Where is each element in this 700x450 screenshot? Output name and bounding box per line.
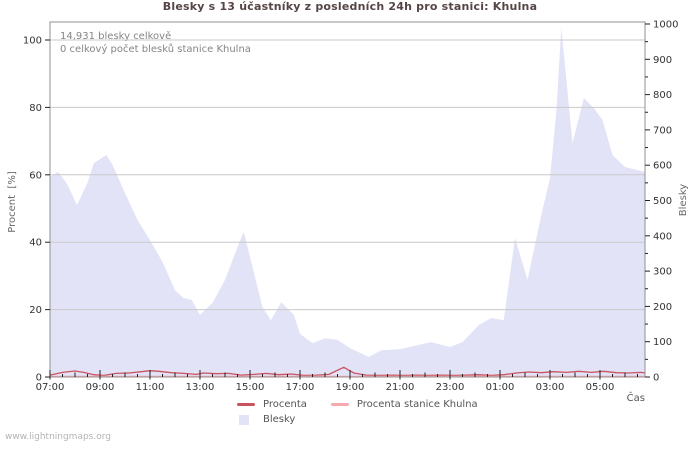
legend-label-procenta: Procenta	[263, 399, 307, 410]
legend-item-procenta: Procenta	[237, 399, 307, 410]
watermark: www.lightningmaps.org	[5, 432, 111, 442]
y-right-tick-label: 300	[653, 267, 672, 278]
y-right-tick-label: 700	[653, 125, 672, 136]
x-tick-label: 19:00	[336, 382, 365, 393]
x-tick-label: 15:00	[236, 382, 265, 393]
x-tick-label: 09:00	[86, 382, 115, 393]
y-right-tick-label: 400	[653, 231, 672, 242]
y-right-tick-label: 600	[653, 161, 672, 172]
x-axis-title: Čas	[626, 393, 645, 404]
y-right-tick-label: 800	[653, 90, 672, 101]
x-tick-label: 13:00	[186, 382, 215, 393]
y-left-tick-label: 80	[29, 103, 42, 114]
procenta-line-swatch-icon	[237, 403, 255, 406]
x-tick-label: 21:00	[386, 382, 415, 393]
y-left-tick-label: 20	[29, 305, 42, 316]
plot-border	[49, 21, 646, 378]
y-left-axis-title: Procent [%]	[7, 171, 18, 233]
legend-label-blesky: Blesky	[263, 414, 296, 425]
annotation-station-total: 0 celkový počet blesků stanice Khulna	[60, 44, 251, 55]
y-right-tick-label: 200	[653, 302, 672, 313]
y-left-tick-label: 100	[23, 36, 42, 47]
y-right-axis-title: Blesky	[678, 183, 689, 217]
y-right-tick-label: 100	[653, 337, 672, 348]
x-tick-label: 17:00	[286, 382, 315, 393]
y-right-tick-label: 900	[653, 55, 672, 66]
x-tick-label: 05:00	[586, 382, 615, 393]
x-tick-label: 11:00	[136, 382, 165, 393]
blesky-area-swatch-icon	[239, 414, 249, 425]
y-left-tick-label: 40	[29, 238, 42, 249]
y-left-tick-label: 0	[36, 373, 42, 384]
legend-item-station: Procenta stanice Khulna	[330, 399, 478, 410]
annotation-total-strikes: 14,931 blesky celkově	[60, 31, 172, 42]
y-right-tick-label: 1000	[653, 20, 678, 31]
area-series-blesky	[50, 27, 645, 377]
x-tick-label: 01:00	[486, 382, 515, 393]
legend-label-station: Procenta stanice Khulna	[356, 399, 478, 410]
y-right-tick-label: 500	[653, 196, 672, 207]
chart-title: Blesky s 13 účastníky z posledních 24h p…	[162, 0, 538, 13]
x-tick-label: 03:00	[536, 382, 565, 393]
y-left-tick-label: 60	[29, 170, 42, 181]
y-right-tick-label: 0	[653, 373, 659, 384]
x-tick-label: 23:00	[436, 382, 465, 393]
station-line-swatch-icon	[330, 403, 349, 406]
legend-item-blesky: Blesky	[237, 414, 295, 425]
x-tick-label: 07:00	[36, 382, 65, 393]
legend: Procenta Procenta stanice Khulna Blesky	[237, 397, 502, 427]
